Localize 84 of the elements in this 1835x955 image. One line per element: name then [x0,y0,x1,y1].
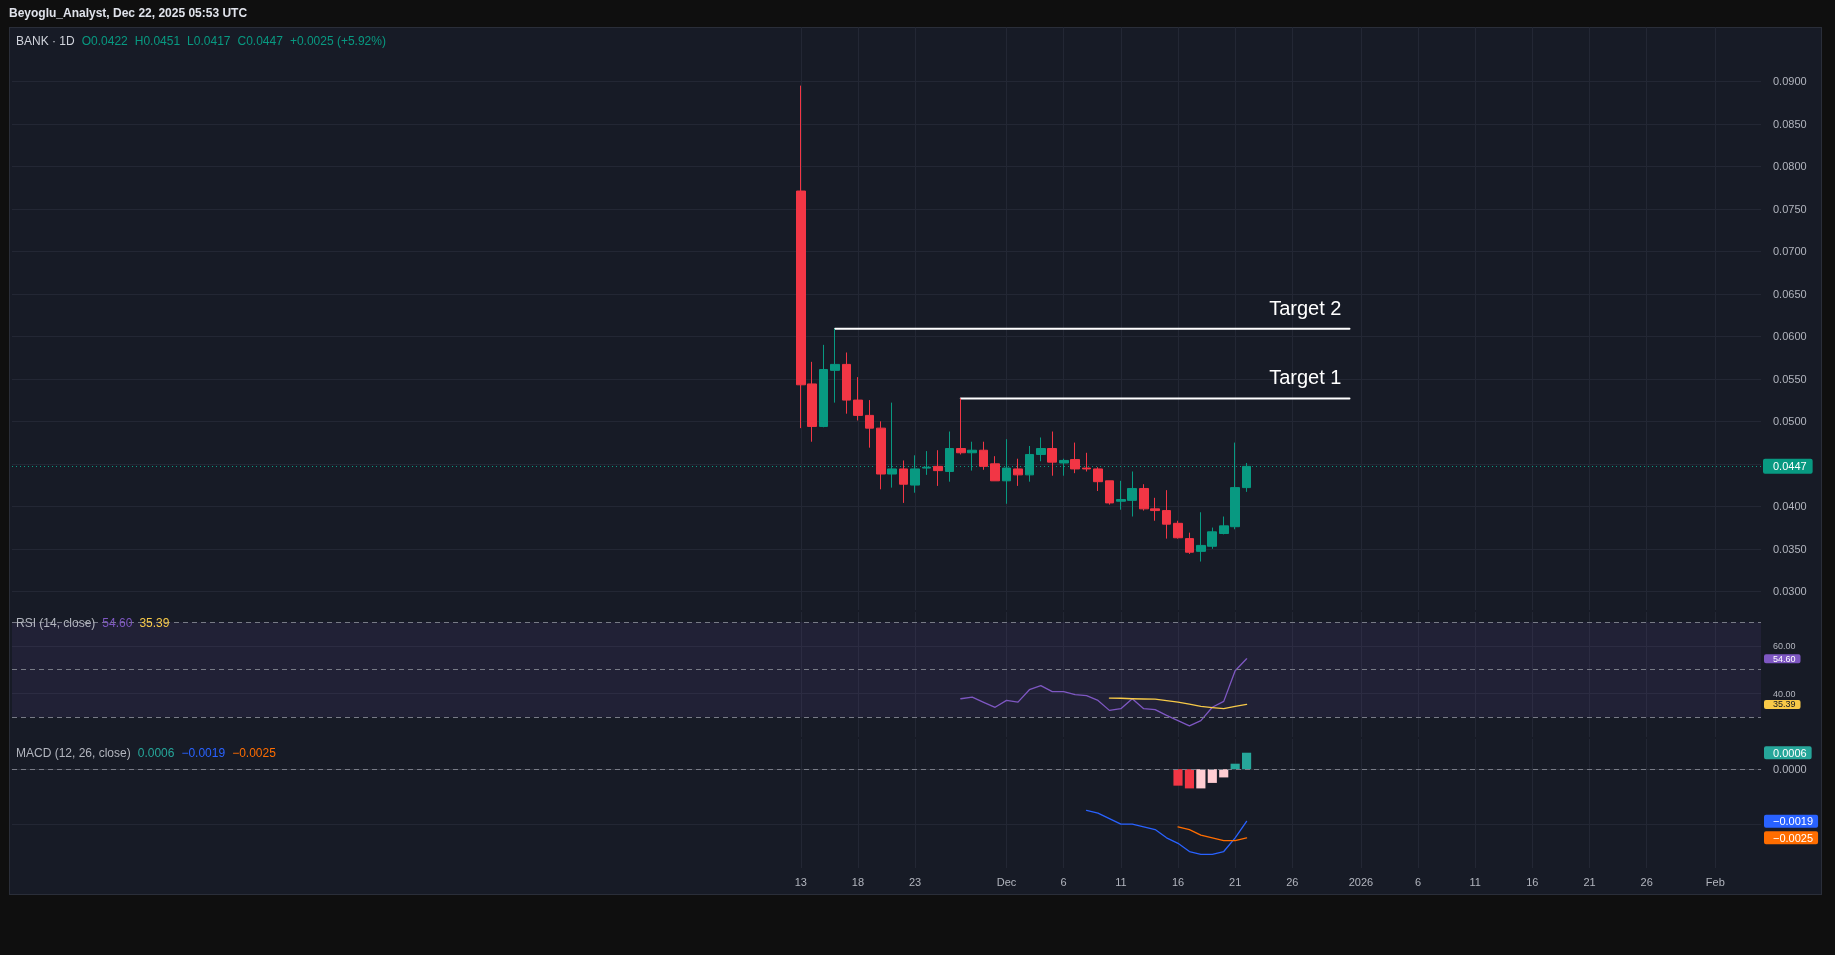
annotation: −0.0025 [232,746,276,760]
x-tick-label: 11 [1469,875,1481,888]
annotation: +0.0025 (+5.92%) [289,34,386,48]
x-tick-label: 21 [1229,875,1242,888]
annotation: L0.0417 [187,34,231,48]
text: MACD (12, 26, close) [16,746,131,760]
candlestick [990,455,1000,482]
annotation: C0.0447 [237,34,283,48]
candlestick [979,441,988,471]
annotation: 35.39 [139,616,170,630]
x-tick-label: 26 [1640,875,1653,888]
x-tick-label: Dec [996,875,1017,888]
candlestick [830,328,840,404]
y-tick-label: 0.0006 [1773,746,1807,759]
chart-subtitle: Beyoglu_Analyst, Dec 22, 2025 05:53 UTC [9,6,248,20]
x-tick-label: 23 [908,875,922,888]
text: BANK · 1D [16,34,75,48]
candlestick [819,344,828,428]
candlestick [1093,466,1103,492]
x-tick-label: 2026 [1348,875,1374,888]
x-tick-label: 6 [1415,875,1422,888]
y-tick-label: 0.0800 [1773,160,1807,173]
bar [1196,769,1206,789]
y-tick-label: 54.60 [1773,653,1796,664]
y-tick-label: 0.0350 [1773,542,1807,555]
annotation: 54.60 [102,616,133,630]
y-tick-label: 0.0000 [1773,763,1807,776]
y-tick-label: 40.00 [1773,688,1796,699]
y-tick-label: 0.0700 [1773,245,1807,258]
candlestick [956,397,966,455]
candlestick [1013,458,1023,487]
y-tick-label: 0.0500 [1773,415,1807,428]
annotation: 0.0006 [137,746,175,760]
y-tick-label: 0.0550 [1773,372,1807,385]
line-series [1108,697,1248,710]
y-tick-label: −0.0025 [1773,831,1814,844]
bar [1173,769,1183,786]
candlestick [853,376,863,421]
y-tick-label: 0.0300 [1773,585,1807,598]
x-tick-label: 16 [1171,875,1185,888]
x-tick-label: Feb [1705,875,1725,888]
candlestick [1105,480,1114,506]
chart-title: RSI (14, close) [16,616,96,630]
line-series [960,658,1248,727]
line-series [1177,826,1248,842]
x-tick-label: 6 [1060,875,1067,888]
y-tick-label: 0.0850 [1773,117,1807,130]
annotation: H0.0451 [134,34,181,48]
y-tick-label: 35.39 [1773,699,1796,710]
y-tick-label: 0.0900 [1773,75,1807,88]
candlestick [842,351,851,415]
candlestick [876,420,886,490]
candlestick [1082,452,1091,472]
candlestick [1070,442,1080,474]
candlestick [865,399,874,449]
candlestick [1162,489,1171,540]
candlestick [1047,431,1057,477]
bar [1242,752,1252,770]
x-tick-label: 18 [851,875,865,888]
candlestick [1173,520,1183,540]
bar [1230,763,1240,770]
y-tick-label: 0.0600 [1773,330,1807,343]
y-tick-label: 0.0400 [1773,500,1807,513]
ref-line-label: 0.0447 [1773,460,1807,473]
y-tick-label: 0.0750 [1773,202,1807,215]
y-tick-label: 60.00 [1773,640,1796,651]
series-label: Target 2 [1269,296,1342,319]
line-series [1085,809,1248,855]
x-tick-label: 26 [1286,875,1299,888]
candlestick [933,449,943,487]
candlestick [1185,532,1194,555]
x-tick-label: 13 [794,875,807,888]
bar [1184,769,1194,789]
bar [1207,769,1217,783]
x-tick-label: 11 [1115,875,1127,888]
x-tick-label: 16 [1526,875,1539,888]
candlestick [899,459,908,504]
x-tick-label: 21 [1583,875,1596,888]
y-tick-label: −0.0019 [1773,815,1814,828]
candlestick [1036,436,1046,462]
y-tick-label: 0.0650 [1773,287,1807,300]
annotation: −0.0019 [181,746,226,760]
series-label: Target 1 [1269,366,1342,389]
annotation: O0.0422 [81,34,128,48]
